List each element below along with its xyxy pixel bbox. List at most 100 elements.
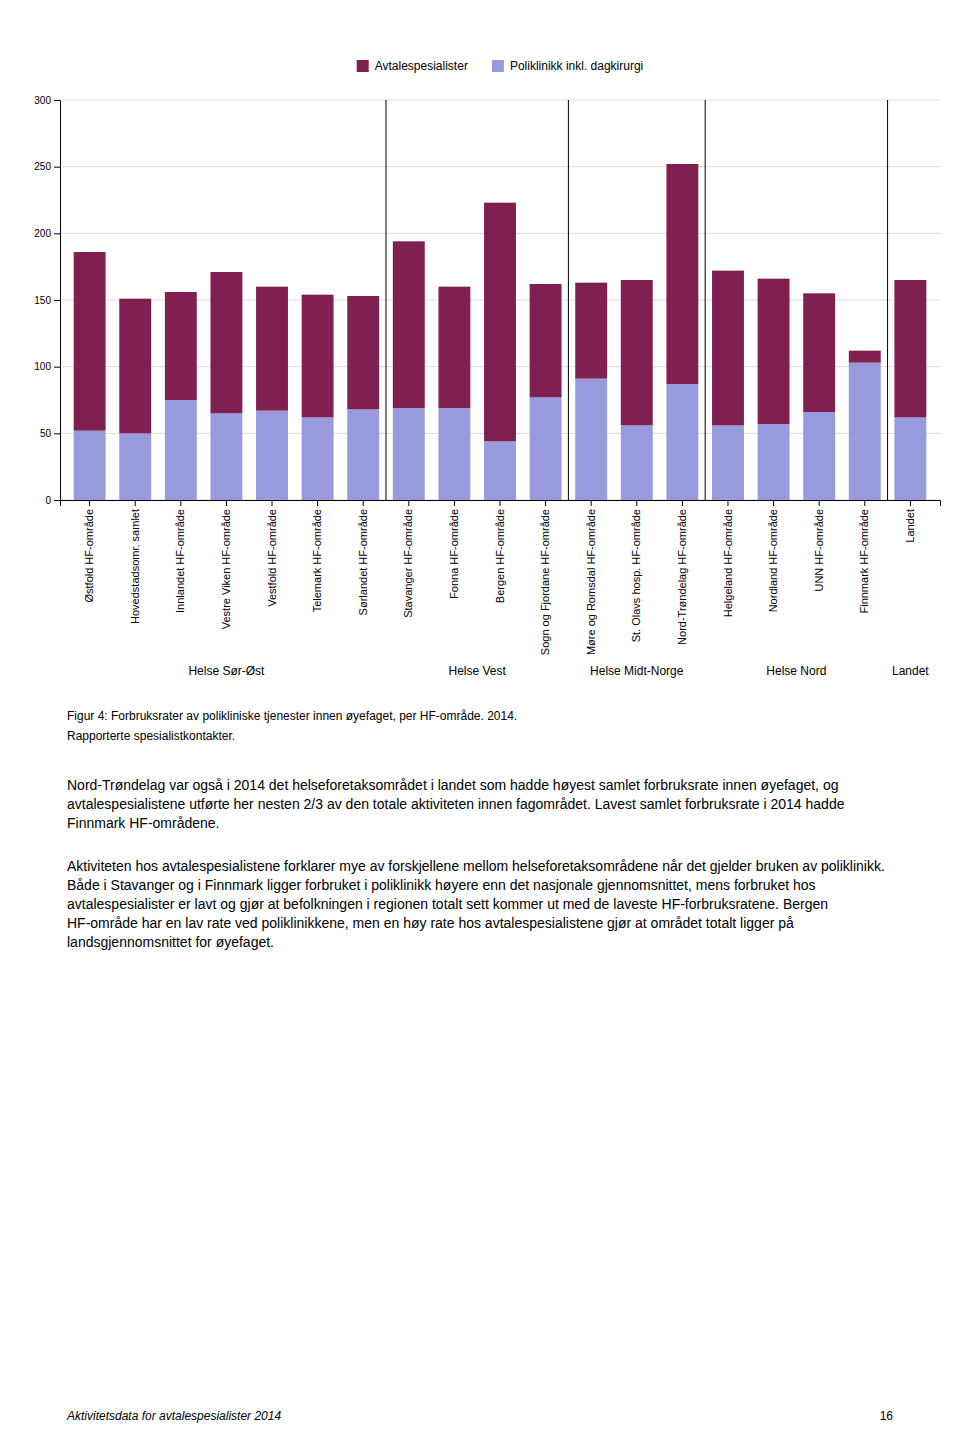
tick-label: Innlandet HF-område xyxy=(174,509,186,613)
tick: Helgeland HF-område xyxy=(721,500,733,617)
bar xyxy=(849,363,881,500)
tick-label: 100 xyxy=(34,361,51,372)
tick-mark xyxy=(910,500,911,506)
tick-mark xyxy=(773,500,774,506)
tick: Nordland HF-område xyxy=(767,500,779,612)
bar xyxy=(119,433,151,500)
tick-label: Vestre Viken HF-område xyxy=(220,509,232,629)
bar xyxy=(530,397,562,500)
grid xyxy=(60,100,940,500)
bar xyxy=(74,252,106,431)
bar xyxy=(438,408,470,500)
tick-mark xyxy=(54,100,60,101)
tick-mark xyxy=(727,500,728,506)
tick-label: Møre og Romsdal HF-område xyxy=(585,509,597,655)
tick: Møre og Romsdal HF-område xyxy=(585,500,597,655)
bar xyxy=(849,351,881,363)
region-label: Landet xyxy=(892,664,929,678)
bar xyxy=(575,283,607,379)
subtitle: Rapporterte spesialistkontakter. xyxy=(67,729,235,743)
region-label: Helse Vest xyxy=(449,664,507,678)
text-line: Finnmark HF-områdene. xyxy=(67,815,220,831)
bar xyxy=(575,379,607,500)
legend-item: Poliklinikk inkl. dagkirurgi xyxy=(492,59,643,73)
bar xyxy=(758,424,790,500)
tick: 0 xyxy=(45,495,60,506)
region-separator xyxy=(386,100,387,500)
tick: Hovedstadsomr. samlet xyxy=(129,500,141,624)
bar-series xyxy=(74,164,927,441)
bar xyxy=(666,164,698,384)
paragraph: Aktiviteten hos avtalespesialistene fork… xyxy=(67,858,885,950)
text-line: avtalespesialistene utførte her nesten 2… xyxy=(67,796,845,812)
tick: 200 xyxy=(34,228,60,239)
tick-label: UNN HF-område xyxy=(813,509,825,592)
text-line: Nord-Trøndelag var også i 2014 det helse… xyxy=(67,777,838,793)
tick-mark xyxy=(636,500,637,506)
grid-line xyxy=(60,100,940,101)
tick-mark xyxy=(135,500,136,506)
legend-swatch xyxy=(357,60,369,72)
tick: St. Olavs hosp. HF-område xyxy=(630,500,642,642)
tick-label: Sogn og Fjordane HF-område xyxy=(539,509,551,655)
tick-label: 200 xyxy=(34,228,51,239)
bar xyxy=(256,411,288,500)
bar xyxy=(621,280,653,425)
tick-label: Nord-Trøndelag HF-område xyxy=(676,509,688,645)
footer: Aktivitetsdata for avtalespesialister 20… xyxy=(66,1409,281,1423)
tick: Nord-Trøndelag HF-område xyxy=(676,500,688,645)
tick: 300 xyxy=(34,95,60,106)
bar xyxy=(894,417,926,500)
text-line: avtalespesialister er lavt og gjør at be… xyxy=(67,896,828,912)
region-separator xyxy=(705,100,706,500)
tick: 250 xyxy=(34,161,60,172)
tick-mark xyxy=(226,500,227,506)
tick-mark xyxy=(317,500,318,506)
plot: 050100150200250300Østfold HF-områdeHoved… xyxy=(34,95,940,655)
tick-label: Telemark HF-område xyxy=(311,509,323,612)
tick: Sørlandet HF-område xyxy=(357,500,369,615)
tick-label: 250 xyxy=(34,161,51,172)
tick: Stavanger HF-område xyxy=(402,500,414,618)
y-axis: 050100150200250300 xyxy=(34,95,60,506)
bar xyxy=(210,413,242,500)
bar xyxy=(712,271,744,426)
bar xyxy=(803,412,835,500)
bar xyxy=(484,441,516,500)
bar xyxy=(165,292,197,400)
bar xyxy=(484,203,516,442)
tick: 100 xyxy=(34,361,60,372)
bar xyxy=(210,272,242,413)
tick: 50 xyxy=(40,428,60,439)
bar xyxy=(165,400,197,500)
bar xyxy=(393,408,425,500)
bar xyxy=(438,287,470,408)
tick-mark xyxy=(864,500,865,506)
tick: Østfold HF-område xyxy=(83,500,95,603)
tick-mark xyxy=(272,500,273,506)
bar xyxy=(621,425,653,500)
tick-label: Finnmark HF-område xyxy=(858,509,870,614)
tick-label: 0 xyxy=(45,495,51,506)
paragraph: Nord-Trøndelag var også i 2014 det helse… xyxy=(67,777,845,831)
bar xyxy=(119,299,151,434)
region-label: Helse Nord xyxy=(766,664,826,678)
tick-mark xyxy=(89,500,90,506)
bar xyxy=(393,241,425,408)
tick-label: Bergen HF-område xyxy=(494,509,506,603)
axis-line xyxy=(61,501,941,507)
tick-mark xyxy=(54,433,60,434)
tick-mark xyxy=(54,367,60,368)
tick-mark xyxy=(54,167,60,168)
chart: 050100150200250300Østfold HF-områdeHoved… xyxy=(0,0,960,1455)
tick-mark xyxy=(591,500,592,506)
legend-label: Poliklinikk inkl. dagkirurgi xyxy=(510,59,643,73)
legend: Avtalespesialister Poliklinikk inkl. dagk… xyxy=(357,59,644,73)
x-axis: Østfold HF-område Hovedstadsomr. samlet In… xyxy=(61,500,941,655)
tick-label: Fonna HF-område xyxy=(448,509,460,599)
tick-label: Helgeland HF-område xyxy=(721,509,733,617)
tick-label: Østfold HF-område xyxy=(83,509,95,603)
text-line: HF-område har en lav rate ved poliklinik… xyxy=(67,915,794,931)
legend-item: Avtalespesialister xyxy=(357,59,468,73)
page-number: 16 xyxy=(880,1409,894,1423)
